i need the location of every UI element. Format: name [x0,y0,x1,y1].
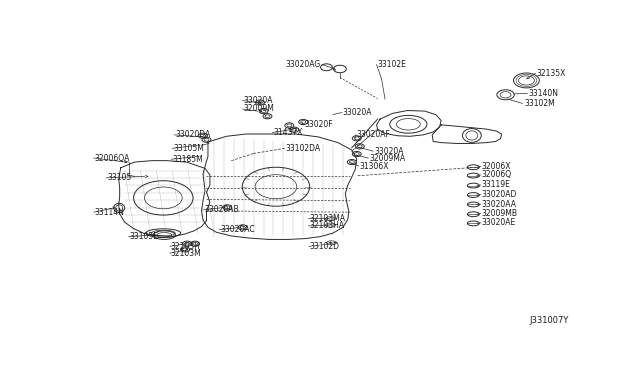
Text: 32006X: 32006X [482,162,511,171]
Text: 33020AF: 33020AF [356,130,390,140]
Text: 33020AG: 33020AG [285,60,321,69]
Text: 33102M: 33102M [524,99,555,108]
Text: 33020A: 33020A [374,147,404,156]
Text: 33020A: 33020A [244,96,273,105]
Text: 33020AB: 33020AB [204,205,239,214]
Text: 33020A: 33020A [343,108,372,117]
Text: 32009MA: 32009MA [369,154,405,163]
Text: 33020AA: 33020AA [482,200,516,209]
Text: 33105M: 33105M [173,144,204,153]
Text: 32103M: 32103M [171,248,202,258]
Text: 32006Q: 32006Q [482,170,512,179]
Text: 32135X: 32135X [536,69,566,78]
Text: 33020F: 33020F [304,121,333,129]
Text: 33114N: 33114N [95,208,125,217]
Text: 32009M: 32009M [244,104,275,113]
Text: 33105E: 33105E [129,232,159,241]
Text: 32103H: 32103H [171,242,201,251]
Text: 33020DA: 33020DA [176,130,211,140]
Text: 32103MA: 32103MA [310,214,346,223]
Text: 33119E: 33119E [482,180,511,189]
Text: 31306X: 31306X [360,161,389,171]
Text: 32103HA: 32103HA [310,221,345,231]
Text: 32006QA: 32006QA [95,154,131,163]
Text: 33102D: 33102D [310,242,340,251]
Text: 33105: 33105 [108,173,132,182]
Text: 33020AD: 33020AD [482,190,517,199]
Text: 31437X: 31437X [273,128,303,137]
Text: J331007Y: J331007Y [529,316,568,326]
Text: 33140N: 33140N [529,89,559,98]
Text: 32009MB: 32009MB [482,209,518,218]
Text: 33102DA: 33102DA [286,144,321,153]
Text: 33185M: 33185M [172,155,203,164]
Text: 33020AC: 33020AC [220,225,255,234]
Text: 33102E: 33102E [378,60,406,69]
Text: 33020AE: 33020AE [482,218,516,227]
